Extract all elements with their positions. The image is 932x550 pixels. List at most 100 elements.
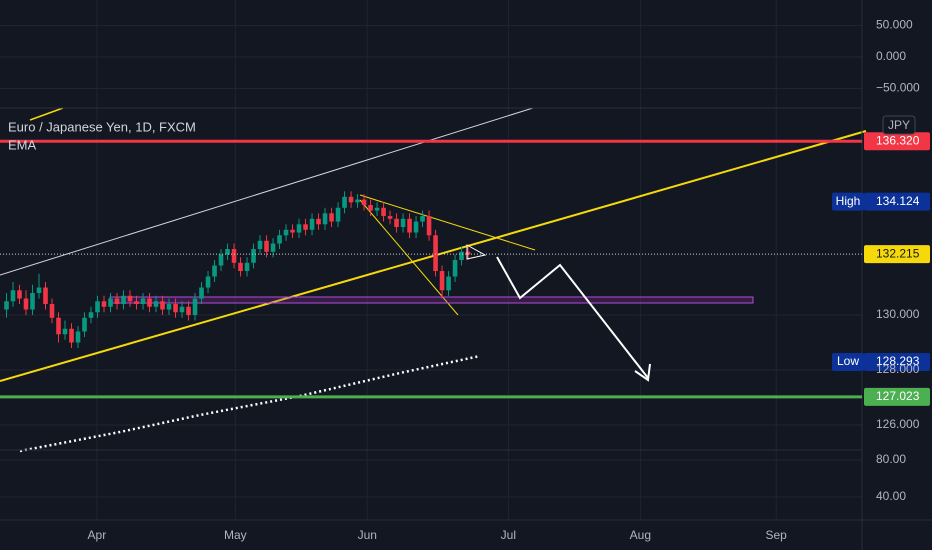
x-tick-label: Jun	[358, 528, 377, 542]
symbol-title: Euro / Japanese Yen, 1D, FXCM	[8, 119, 196, 134]
y-tick-label: 128.000	[876, 362, 920, 376]
marker-tag	[864, 192, 930, 211]
candle-body	[231, 249, 237, 263]
candle-body	[166, 304, 172, 310]
candle-body	[303, 224, 308, 230]
candle-body	[329, 213, 334, 222]
candle-body	[348, 196, 354, 203]
candle-body	[316, 218, 321, 225]
candle-body	[199, 287, 204, 299]
candle-body	[153, 301, 159, 307]
candle-body	[160, 301, 165, 310]
candle-body	[179, 306, 185, 313]
candle-body	[205, 276, 211, 288]
candle-body	[361, 199, 367, 206]
candle-body	[257, 240, 263, 250]
y-tick-label: 80.00	[876, 452, 906, 466]
candle-body	[114, 298, 120, 305]
marker-value: 134.124	[876, 194, 920, 208]
candle-body	[69, 328, 74, 343]
marker-name: Low	[837, 354, 859, 368]
price-tag-label: 136.320	[876, 133, 920, 147]
y-tick-label: 40.00	[876, 489, 906, 503]
marker-name: High	[836, 194, 861, 208]
candle-body	[394, 218, 399, 228]
y-tick-label: 50.000	[876, 18, 913, 32]
candle-body	[88, 312, 94, 318]
candle-body	[95, 301, 100, 313]
candle-body	[290, 229, 295, 233]
candle-body	[433, 235, 438, 272]
candle-body	[270, 243, 276, 252]
candle-body	[413, 221, 419, 233]
candle-body	[446, 276, 451, 291]
candle-body	[400, 218, 406, 228]
candle-body	[452, 260, 458, 277]
candle-body	[322, 213, 328, 225]
candles	[4, 191, 471, 349]
x-tick-label: May	[224, 528, 247, 542]
candle-body	[147, 298, 152, 307]
candle-body	[186, 306, 191, 316]
candle-body	[173, 304, 178, 313]
candle-body	[17, 290, 22, 299]
channel-line	[0, 107, 534, 276]
currency[interactable]: JPY	[888, 118, 910, 132]
x-tick-label: Apr	[88, 528, 107, 542]
candle-body	[426, 216, 432, 236]
candle-body	[368, 205, 373, 211]
candle-body	[420, 216, 425, 222]
y-tick-label: −50.000	[876, 81, 920, 95]
grid-layer	[0, 0, 862, 520]
candle-body	[23, 298, 29, 310]
y-tick-label: 126.000	[876, 417, 920, 431]
marker-value: 128.293	[876, 354, 920, 368]
x-tick-label: Aug	[630, 528, 651, 542]
trendline	[29, 107, 64, 121]
marker-name-box	[832, 192, 864, 211]
overlay: 136.320 132.215 127.023 High 134.124 Low 128.2…	[0, 132, 930, 406]
candle-body	[309, 218, 315, 230]
indicator-name: EMA	[8, 137, 37, 152]
candle-body	[218, 254, 224, 266]
ema-line	[19, 354, 481, 453]
candle-body	[82, 317, 87, 332]
currency-box[interactable]	[882, 115, 916, 135]
candle-body	[335, 207, 341, 222]
x-tick-label: Jul	[501, 528, 516, 542]
candle-body	[296, 224, 302, 233]
candle-body	[277, 235, 282, 244]
y-tick-label: 0.000	[876, 49, 906, 63]
candle-body	[10, 290, 16, 302]
price-tag	[864, 245, 930, 264]
trendline	[0, 130, 867, 382]
candle-body	[36, 287, 42, 294]
candle-body	[439, 271, 445, 291]
candle-body	[192, 298, 198, 316]
marker-name-box	[832, 352, 864, 371]
candle-body	[459, 251, 464, 261]
candle-body	[108, 298, 113, 307]
x-tick-label: Sep	[766, 528, 788, 542]
candle-body	[101, 301, 107, 307]
projection-arrow	[496, 256, 649, 379]
arrow-head	[634, 363, 651, 382]
candle-body	[4, 301, 9, 310]
candle-body	[212, 265, 217, 277]
zone	[109, 296, 754, 304]
candle-body	[127, 295, 133, 302]
candle-body	[283, 229, 289, 236]
wedge-line	[359, 194, 536, 251]
candle-body	[374, 207, 380, 211]
candle-body	[465, 251, 471, 255]
candle-body	[381, 207, 386, 217]
candle-body	[56, 317, 61, 335]
candle-body	[49, 304, 55, 318]
candle-body	[225, 249, 230, 255]
triangle-marker	[466, 244, 487, 260]
candle-body	[244, 262, 250, 272]
candle-body	[342, 196, 347, 208]
price-tag	[864, 132, 930, 151]
